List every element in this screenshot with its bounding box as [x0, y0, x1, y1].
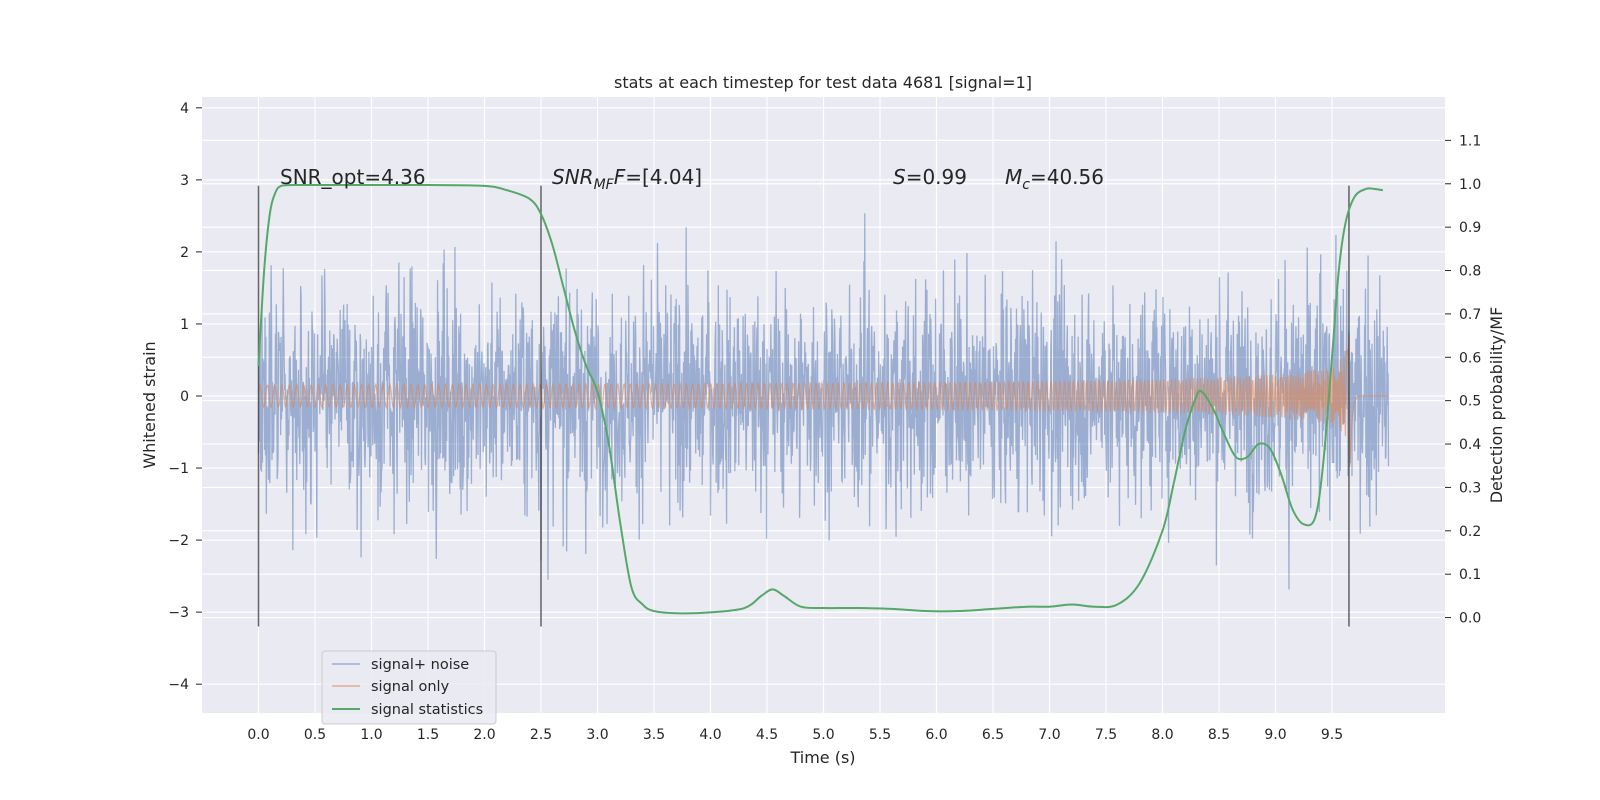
- annotation-snr-mf: SNRMFF=[4.04]: [552, 165, 702, 193]
- annotation-snr-opt: SNR_opt=4.36: [280, 165, 426, 189]
- y2-tick-label: 0.4: [1459, 437, 1481, 453]
- x-tick-label: 6.5: [982, 727, 1004, 743]
- y-tick-label: 4: [180, 101, 189, 117]
- signal-statistics-line: [257, 183, 1384, 615]
- y2-tick-label: 1.1: [1459, 133, 1481, 149]
- annotation-s-value: =0.99: [906, 165, 967, 189]
- x-tick-label: 1.5: [417, 727, 439, 743]
- x-tick-label: 2.0: [473, 727, 495, 743]
- y2-tick-label: 1.0: [1459, 177, 1481, 193]
- y-tick-label: −2: [168, 533, 189, 549]
- x-tick-label: 4.0: [699, 727, 721, 743]
- x-tick-label: 3.0: [586, 727, 608, 743]
- annotation-mc: Mc=40.56: [1005, 165, 1104, 193]
- y2-tick-label: 0.9: [1459, 220, 1481, 236]
- x-tick-label: 8.5: [1208, 727, 1230, 743]
- y2-tick-label: 0.1: [1459, 567, 1481, 583]
- x-tick-label: 7.0: [1038, 727, 1060, 743]
- annotation-mc-sub: c: [1022, 177, 1030, 193]
- signal-only-line: [257, 335, 1389, 468]
- x-tick-label: 9.0: [1264, 727, 1286, 743]
- x-axis-ticks: 0.0 0.5 1.0 1.5 2.0 2.5 3.0 3.5 4.0 4.5 5.0 5.5 6.0 6…: [247, 727, 1343, 743]
- y-tick-label: −3: [168, 605, 189, 621]
- x-axis-label: Time (s): [789, 748, 855, 767]
- y-tick-label: 3: [180, 173, 189, 189]
- y-tick-label: 0: [180, 389, 189, 405]
- legend-label-signal-statistics: signal statistics: [371, 702, 483, 718]
- annotation-s: S=0.99: [893, 165, 967, 189]
- legend-label-signal-only: signal only: [371, 679, 450, 695]
- legend: signal+ noise signal only signal statist…: [321, 650, 497, 725]
- y-tick-label: −4: [168, 677, 189, 693]
- y2-tick-label: 0.3: [1459, 480, 1481, 496]
- legend-box: [321, 650, 497, 725]
- x-tick-label: 5.5: [869, 727, 891, 743]
- x-tick-label: 7.5: [1095, 727, 1117, 743]
- legend-label-signal-noise: signal+ noise: [371, 657, 469, 673]
- x-tick-label: 9.5: [1321, 727, 1343, 743]
- y2-tick-label: 0.5: [1459, 394, 1481, 410]
- y2-tick-label: 0.0: [1459, 611, 1481, 627]
- x-tick-label: 0.0: [247, 727, 269, 743]
- annotation-mc-value: =40.56: [1030, 165, 1104, 189]
- chart-title: stats at each timestep for test data 468…: [614, 73, 1032, 92]
- annotation-snr-mf-sub: MF: [594, 177, 615, 193]
- series-signal-only: [257, 335, 1389, 468]
- x-tick-label: 3.5: [643, 727, 665, 743]
- y2-tick-label: 0.6: [1459, 350, 1481, 366]
- annotation-s-label: S: [893, 165, 906, 189]
- y2-axis-label: Detection probability/MF: [1487, 307, 1506, 504]
- annotation-snr-mf-value: =[4.04]: [625, 165, 702, 189]
- x-tick-label: 2.5: [530, 727, 552, 743]
- y-tick-label: −1: [168, 461, 189, 477]
- y-axis-label: Whitened strain: [140, 341, 159, 468]
- x-tick-label: 4.5: [756, 727, 778, 743]
- x-tick-label: 5.0: [812, 727, 834, 743]
- series-signal-statistics: [257, 183, 1384, 615]
- y2-tick-label: 0.7: [1459, 307, 1481, 323]
- y-tick-label: 1: [180, 317, 189, 333]
- x-tick-label: 8.0: [1151, 727, 1173, 743]
- marker-lines: [257, 185, 1350, 627]
- y2-tick-label: 0.8: [1459, 264, 1481, 280]
- y2-axis-ticks: 1.1 1.0 0.9 0.8 0.7 0.6 0.5 0.4 0.3 0.2 0.1 0.0: [1445, 133, 1481, 627]
- annotation-mc-label: M: [1005, 165, 1022, 189]
- x-tick-label: 1.0: [360, 727, 382, 743]
- x-tick-label: 6.0: [925, 727, 947, 743]
- y-axis-ticks: 4 3 2 1 0 −1 −2 −3 −4: [168, 101, 202, 693]
- annotation-snr-mf-label: SNR: [552, 165, 594, 189]
- y2-tick-label: 0.2: [1459, 524, 1481, 540]
- y-tick-label: 2: [180, 245, 189, 261]
- x-tick-label: 0.5: [304, 727, 326, 743]
